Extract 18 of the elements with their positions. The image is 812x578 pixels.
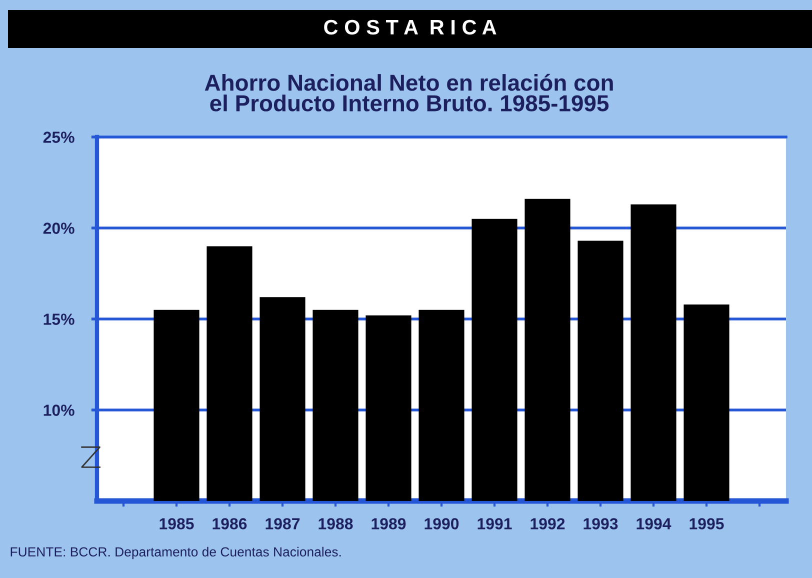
y-tick-label: 25% bbox=[43, 132, 74, 143]
x-tick-label: 1995 bbox=[690, 518, 724, 530]
x-tick-label: 1993 bbox=[584, 518, 618, 530]
chart-title: C O S T A R I C A bbox=[324, 20, 496, 35]
y-tick-label: 20% bbox=[43, 222, 74, 234]
x-tick-label: 1987 bbox=[266, 518, 300, 530]
x-tick-label: 1988 bbox=[318, 518, 353, 530]
x-tick-label: 1991 bbox=[478, 518, 512, 530]
x-tick-label: 1992 bbox=[530, 518, 565, 530]
x-tick-label: 1990 bbox=[424, 518, 459, 530]
source-note: FUENTE: BCCR. Departamento de Cuentas Nacionales. bbox=[10, 546, 341, 560]
x-tick-label: 1989 bbox=[372, 518, 406, 530]
y-tick-label: 10% bbox=[44, 404, 74, 416]
y-tick-label: 15% bbox=[44, 314, 74, 325]
x-tick-label: 1994 bbox=[636, 518, 672, 530]
x-tick-label: 1986 bbox=[212, 518, 247, 530]
x-tick-label: 1985 bbox=[160, 518, 194, 530]
chart-subtitle: Ahorro Nacional Neto en relación con el Producto Interno Bruto. 1985-1995 bbox=[204, 74, 613, 112]
